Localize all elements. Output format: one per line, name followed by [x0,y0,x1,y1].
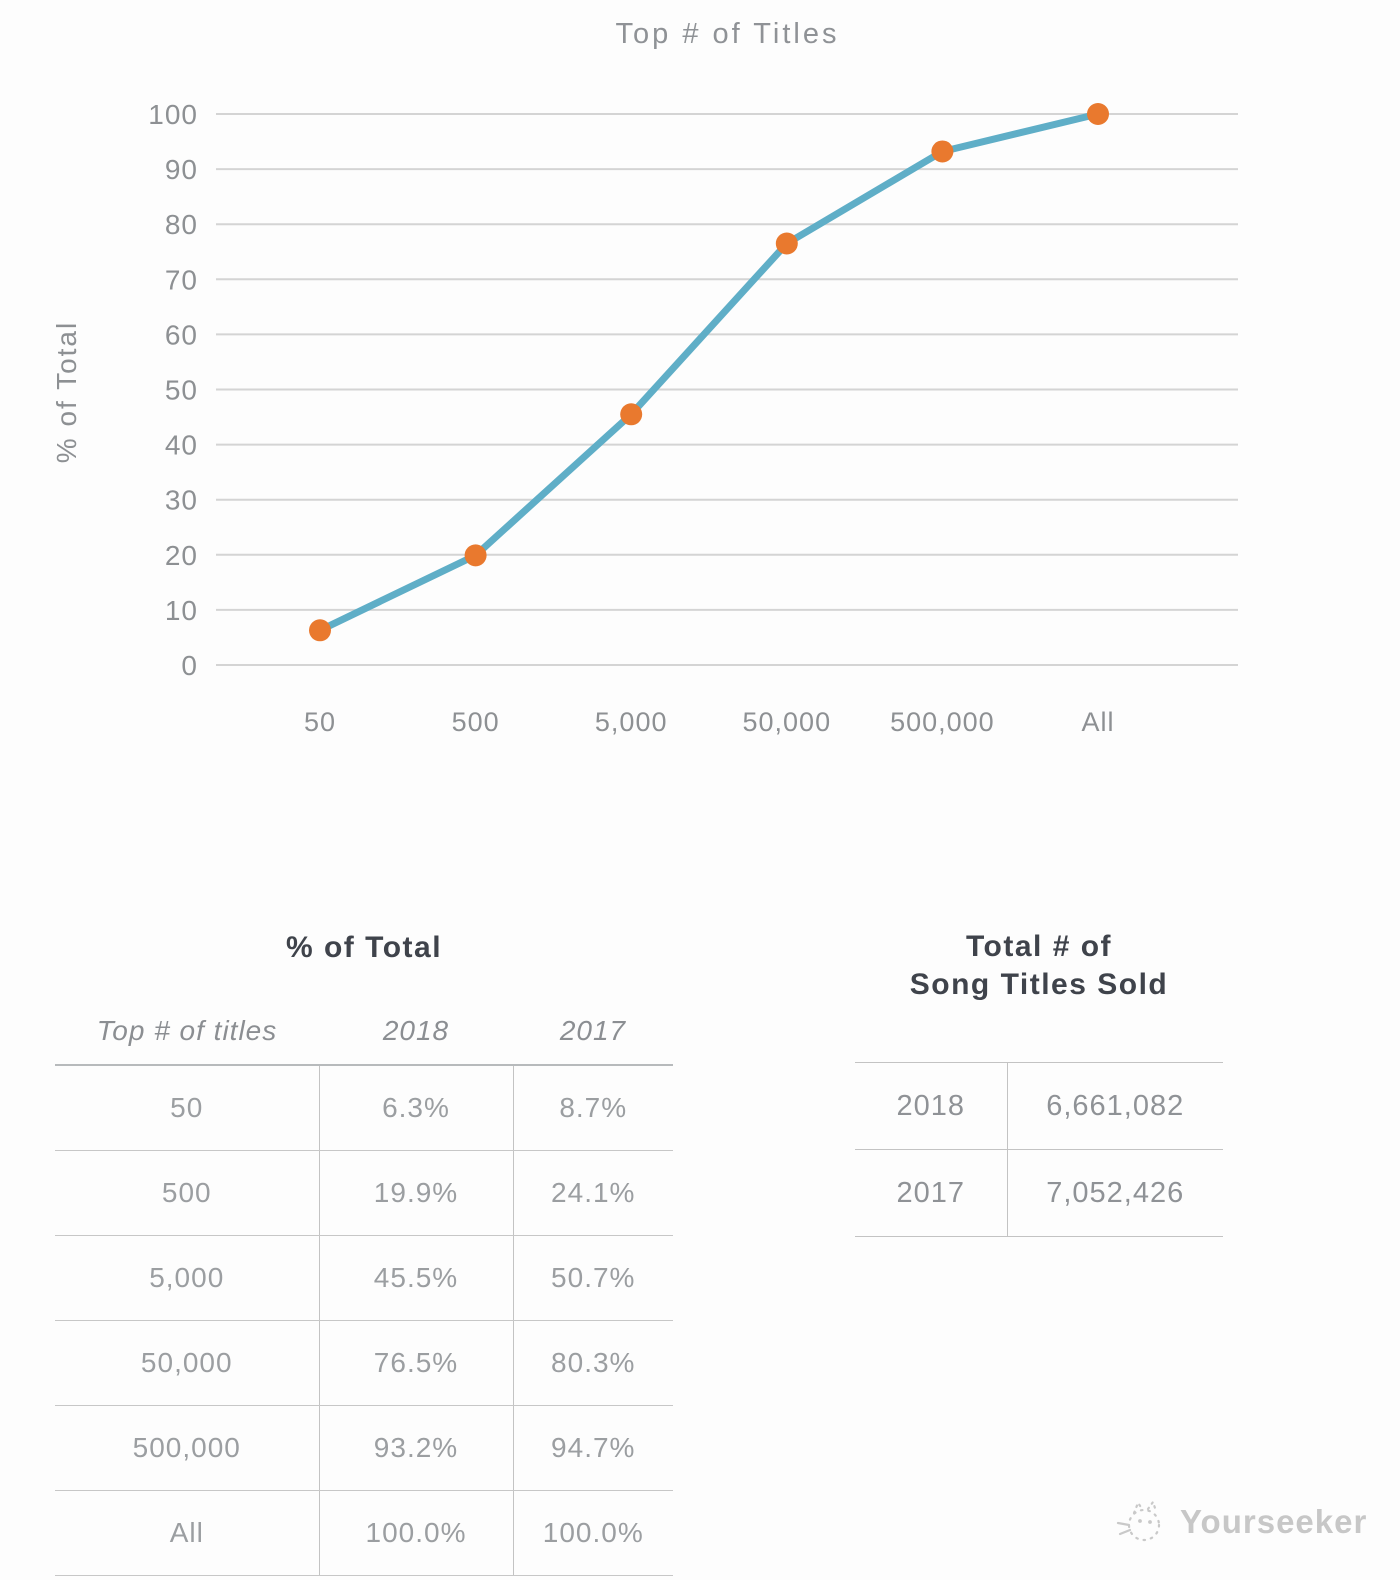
chart-title: Top # of Titles [615,18,840,50]
pct-table-header-2018: 2018 [319,998,513,1066]
y-tick-label: 40 [165,430,198,461]
table-row: 500 19.9% 24.1% [55,1150,673,1236]
data-line-2018 [316,110,1102,634]
data-point-marker [775,232,798,255]
watermark: Yourseeker [1112,1492,1367,1552]
totals-table-title: Total # of Song Titles Sold [845,928,1233,1004]
line-chart: 0 10 20 30 40 50 60 70 80 90 100 % of Total 50 500 5,0… [51,99,1238,737]
table-cell: 2017 [855,1149,1007,1237]
y-tick-label: 60 [165,319,198,350]
y-tick-label: 10 [165,595,198,626]
y-tick-label: 50 [165,375,198,406]
table-row: All 100.0% 100.0% [55,1490,673,1576]
y-tick-label: 80 [165,209,198,240]
table-cell: 7,052,426 [1006,1149,1223,1237]
data-point-marker [464,544,487,567]
table-row: 50,000 76.5% 80.3% [55,1320,673,1406]
table-cell: 19.9% [318,1150,513,1236]
table-cell: 93.2% [318,1405,513,1491]
table-cell: 500 [55,1150,319,1236]
table-cell: 50 [55,1065,319,1151]
table-cell: 6.3% [318,1065,513,1151]
watermark-label: Yourseeker [1180,1503,1368,1540]
table-row: 5,000 45.5% 50.7% [55,1235,673,1321]
y-axis-title: % of Total [51,321,82,463]
table-cell: 45.5% [318,1235,513,1321]
totals-title-line1: Total # of [965,930,1113,963]
data-point-marker [1087,103,1109,125]
pct-table-header-titles: Top # of titles [55,998,319,1066]
table-cell: 76.5% [318,1320,513,1406]
x-tick-label: 50 [304,707,336,737]
y-tick-label: 70 [165,264,198,295]
data-point-marker [931,140,954,163]
pct-table-title: % of Total [285,931,443,964]
table-cell: 94.7% [512,1405,673,1491]
totals-table-body: 2018 6,661,082 2017 7,052,426 [855,1062,1223,1237]
pct-table-header-2017: 2017 [513,998,673,1066]
table-row: 2018 6,661,082 [855,1062,1223,1150]
x-tick-label: 500 [452,707,500,737]
table-cell: 6,661,082 [1006,1062,1223,1150]
x-tick-label: 50,000 [743,707,832,737]
pct-table: Top # of titles 2018 2017 50 6.3% 8.7% 500 1… [55,998,673,1576]
y-tick-label: 100 [148,99,198,130]
y-tick-label: 30 [165,485,198,516]
table-cell: 50,000 [55,1320,319,1406]
table-cell: 5,000 [55,1235,319,1321]
table-cell: 100.0% [318,1490,513,1576]
y-tick-label: 0 [181,650,198,681]
x-tick-label: All [1081,707,1114,737]
table-cell: 50.7% [512,1235,673,1321]
y-tick-label: 90 [165,154,198,185]
totals-table: 2018 6,661,082 2017 7,052,426 [855,1062,1223,1237]
table-cell: 100.0% [512,1490,673,1576]
data-point-marker [620,403,643,426]
table-row: 2017 7,052,426 [855,1149,1223,1237]
pct-table-body: 50 6.3% 8.7% 500 19.9% 24.1% 5,000 45.5% 50.7% 50… [55,1065,673,1576]
x-tick-label: 500,000 [890,707,995,737]
table-cell: All [55,1490,319,1576]
data-point-marker [309,619,331,642]
table-cell: 8.7% [512,1065,673,1151]
pct-table-header-row: Top # of titles 2018 2017 [55,998,673,1066]
table-row: 50 6.3% 8.7% [55,1065,673,1151]
table-cell: 2018 [855,1062,1007,1150]
table-cell: 500,000 [55,1405,319,1491]
table-row: 500,000 93.2% 94.7% [55,1405,673,1491]
table-cell: 24.1% [512,1150,673,1236]
table-cell: 80.3% [512,1320,673,1406]
sketch-cat-icon [1116,1499,1161,1542]
x-tick-label: 5,000 [595,707,668,737]
totals-title-line2: Song Titles Sold [909,968,1169,1001]
y-tick-label: 20 [165,540,198,571]
